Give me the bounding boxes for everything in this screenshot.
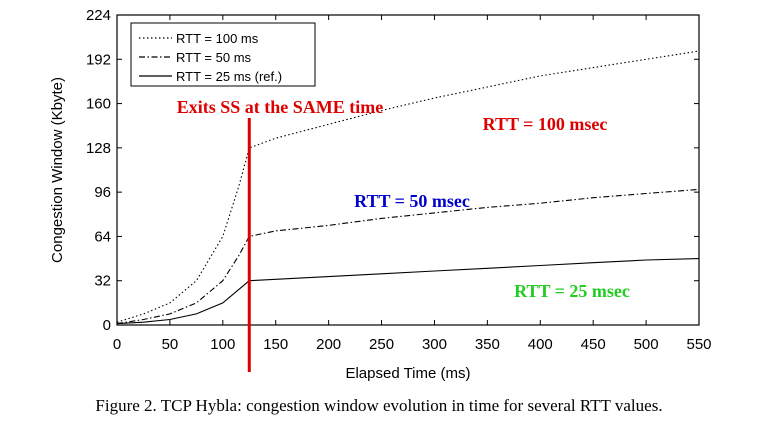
x-tick-label: 300	[422, 336, 447, 353]
series-layer	[116, 50, 700, 325]
x-axis-title: Elapsed Time (ms)	[345, 365, 470, 382]
legend-label: RTT = 50 ms	[176, 50, 252, 65]
y-tick-label: 160	[86, 96, 111, 113]
y-tick-label: 32	[94, 273, 111, 290]
annotation-1: RTT = 100 msec	[483, 114, 608, 134]
series-line-2	[116, 258, 700, 325]
axis-ticks: 0 50 100 150 200 250 300 350 400 450 500 550 0 32 64 96…	[86, 7, 712, 353]
annotation-0: Exits SS at the SAME time	[177, 97, 384, 117]
y-tick-label: 64	[94, 228, 111, 245]
y-axis-title: Congestion Window (Kbyte)	[49, 77, 66, 263]
legend-label: RTT = 25 ms (ref.)	[176, 69, 282, 84]
x-tick-label: 350	[475, 336, 500, 353]
x-tick-label: 50	[162, 336, 179, 353]
plot-frame	[116, 14, 700, 326]
y-tick-label: 96	[94, 184, 111, 201]
annotation-2: RTT = 50 msec	[354, 191, 470, 211]
congestion-window-chart: 0 50 100 150 200 250 300 350 400 450 500 550 0 32 64 96…	[49, 7, 712, 382]
figure-caption: Figure 2. TCP Hybla: congestion window e…	[95, 396, 663, 415]
x-tick-label: 500	[634, 336, 659, 353]
legend-label: RTT = 100 ms	[176, 31, 259, 46]
y-tick-label: 0	[103, 317, 111, 334]
y-tick-label: 128	[86, 140, 111, 157]
x-tick-label: 550	[686, 336, 711, 353]
annotation-3: RTT = 25 msec	[514, 281, 630, 301]
legend: RTT = 100 ms RTT = 50 ms RTT = 25 ms (ref.…	[130, 22, 316, 87]
x-tick-label: 250	[369, 336, 394, 353]
x-tick-label: 450	[581, 336, 606, 353]
x-tick-label: 200	[316, 336, 341, 353]
y-tick-label: 192	[86, 51, 111, 68]
x-tick-label: 150	[263, 336, 288, 353]
x-tick-label: 0	[113, 336, 121, 353]
x-tick-label: 400	[528, 336, 553, 353]
x-tick-label: 100	[210, 336, 235, 353]
annotations-layer: Exits SS at the SAME time RTT = 100 msec R…	[177, 97, 630, 372]
y-tick-label: 224	[86, 7, 111, 24]
series-line-1	[116, 188, 700, 325]
